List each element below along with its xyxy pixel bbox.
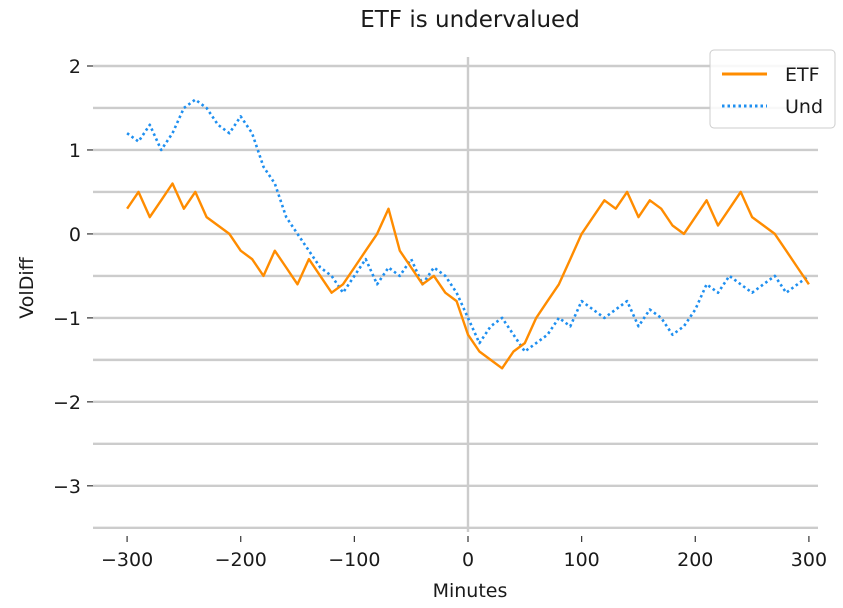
x-tick-label: −300: [101, 549, 153, 571]
x-tick-label: −100: [328, 549, 380, 571]
legend-label-etf: ETF: [785, 64, 820, 86]
x-tick-label: 200: [677, 549, 713, 571]
y-tick-label: −2: [53, 392, 81, 414]
series-layer: [126, 98, 810, 370]
chart-title: ETF is undervalued: [360, 7, 580, 33]
legend-label-und: Und: [785, 96, 823, 118]
x-tick-label: −200: [215, 549, 267, 571]
y-tick-layer: 2 1 0 −1 −2 −3: [53, 56, 93, 498]
x-tick-layer: −300 −200 −100 0 100 200 300: [101, 536, 827, 571]
series-line-etf: [126, 182, 810, 370]
y-tick-label: 1: [69, 140, 81, 162]
legend-box: [709, 49, 836, 129]
y-tick-label: 2: [69, 56, 81, 78]
x-tick-label: 0: [462, 549, 474, 571]
y-axis-label: VolDiff: [16, 256, 38, 318]
x-axis-label: Minutes: [433, 580, 508, 602]
x-tick-label: 300: [791, 549, 827, 571]
y-tick-label: −3: [53, 476, 81, 498]
grid-layer: [93, 64, 818, 530]
x-tick-label: 100: [564, 549, 600, 571]
y-tick-label: −1: [53, 308, 81, 330]
y-tick-label: 0: [69, 224, 81, 246]
series-line-und: [126, 98, 810, 353]
legend: ETF Und: [709, 49, 836, 129]
